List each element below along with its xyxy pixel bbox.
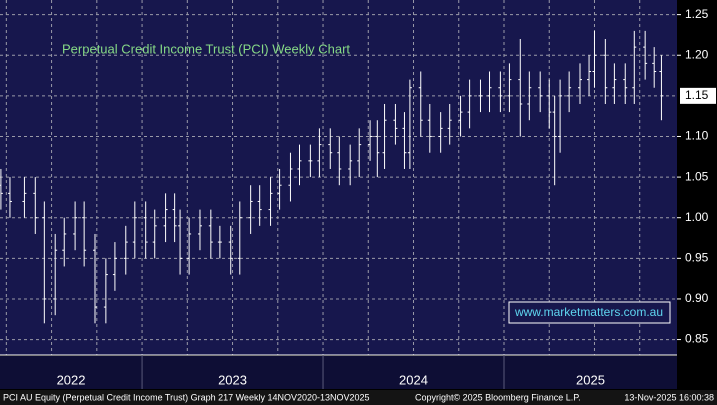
watermark-box: [508, 301, 671, 324]
y-tick-label: 1.05: [685, 169, 709, 183]
footer-bar: [0, 390, 717, 405]
chart-title: Perpetual Credit Income Trust (PCI) Week…: [62, 41, 350, 56]
y-tick-label: 0.90: [685, 291, 709, 305]
grid: [0, 0, 677, 355]
y-tick-label: 1.20: [685, 47, 709, 61]
x-tick-label: 2023: [218, 372, 247, 387]
last-price-box: [680, 87, 716, 104]
x-tick-label: 2024: [399, 372, 428, 387]
footer-center: Copyright© 2025 Bloomberg Finance L.P.: [415, 392, 581, 402]
x-tick-label: 2022: [57, 372, 86, 387]
y-tick-label: 1.10: [685, 129, 709, 143]
footer-right: 13-Nov-2025 16:00:38: [624, 392, 714, 402]
footer-left: PCI AU Equity (Perpetual Credit Income T…: [3, 392, 370, 402]
y-tick-label: 1.25: [685, 7, 709, 21]
bars: [0, 30, 664, 324]
y-tick-label: 1.00: [685, 210, 709, 224]
x-tick-label: 2025: [576, 372, 605, 387]
year-band: [0, 356, 677, 389]
last-price-label: 1.15: [685, 88, 709, 102]
y-tick-label: 0.95: [685, 251, 709, 265]
axis: 0.85 0.90 0.95 1.00 1.05 1.10 1.20 1.25 1.15 2022…: [0, 7, 716, 389]
watermark: www.marketmatters.com.au: [514, 305, 663, 319]
y-tick-label: 0.85: [685, 332, 709, 346]
